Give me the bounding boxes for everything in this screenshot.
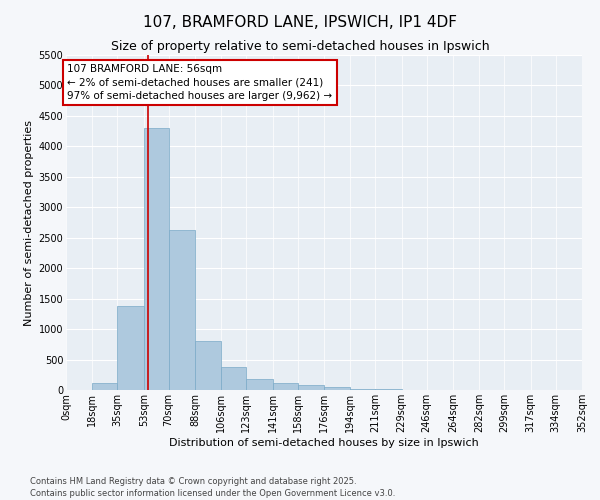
- Bar: [195, 342, 221, 390]
- Text: 107, BRAMFORD LANE, IPSWICH, IP1 4DF: 107, BRAMFORD LANE, IPSWICH, IP1 4DF: [143, 15, 457, 30]
- Y-axis label: Number of semi-detached properties: Number of semi-detached properties: [25, 120, 34, 326]
- Bar: [143, 128, 169, 390]
- Bar: [118, 306, 143, 390]
- Bar: [92, 382, 118, 390]
- Bar: [272, 383, 298, 390]
- Bar: [221, 367, 247, 390]
- Bar: [169, 230, 195, 390]
- Text: Size of property relative to semi-detached houses in Ipswich: Size of property relative to semi-detach…: [110, 40, 490, 53]
- Bar: [350, 389, 376, 390]
- Bar: [247, 380, 272, 390]
- Text: 107 BRAMFORD LANE: 56sqm
← 2% of semi-detached houses are smaller (241)
97% of s: 107 BRAMFORD LANE: 56sqm ← 2% of semi-de…: [67, 64, 332, 100]
- Bar: [298, 384, 324, 390]
- Bar: [324, 387, 350, 390]
- Text: Contains HM Land Registry data © Crown copyright and database right 2025.
Contai: Contains HM Land Registry data © Crown c…: [30, 476, 395, 498]
- X-axis label: Distribution of semi-detached houses by size in Ipswich: Distribution of semi-detached houses by …: [169, 438, 479, 448]
